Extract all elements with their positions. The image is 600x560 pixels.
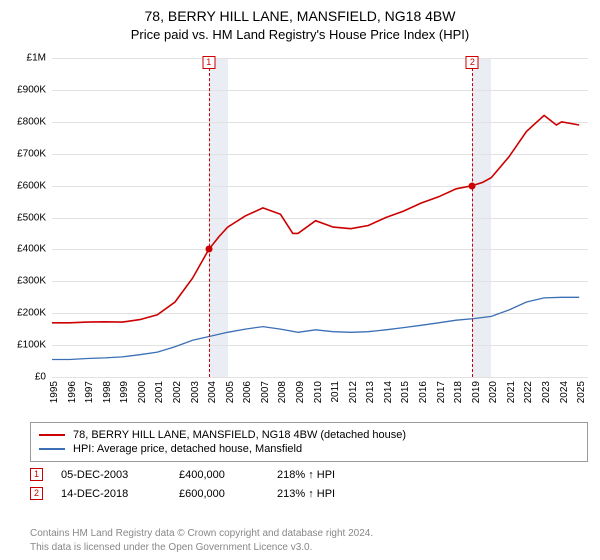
y-axis-label: £900K [17,84,52,95]
x-axis-label: 2022 [523,381,534,403]
footer-line: This data is licensed under the Open Gov… [30,541,588,555]
x-axis-label: 2015 [400,381,411,403]
footer-attribution: Contains HM Land Registry data © Crown c… [30,527,588,554]
y-axis-label: £400K [17,244,52,255]
page-title: 78, BERRY HILL LANE, MANSFIELD, NG18 4BW [10,8,590,24]
x-axis-label: 1998 [102,381,113,403]
event-table: 1 05-DEC-2003 £400,000 218% ↑ HPI 2 14-DEC-20… [30,465,588,503]
x-axis-label: 2016 [418,381,429,403]
y-axis-label: £500K [17,212,52,223]
price-chart: 12 £0£100K£200K£300K£400K£500K£600K£700K… [52,58,588,378]
x-axis-label: 1995 [49,381,60,403]
legend-label: HPI: Average price, detached house, Mans… [73,443,302,455]
x-axis-label: 2009 [295,381,306,403]
x-axis-label: 2000 [137,381,148,403]
event-marker-box: 1 [30,468,43,481]
series-property [52,115,579,322]
x-axis-label: 2024 [559,381,570,403]
x-axis-label: 1997 [84,381,95,403]
y-axis-label: £1M [27,53,52,64]
y-axis-label: £700K [17,148,52,159]
x-axis-label: 2017 [436,381,447,403]
event-delta: 213% ↑ HPI [277,488,335,500]
x-axis-label: 2003 [190,381,201,403]
event-row: 2 14-DEC-2018 £600,000 213% ↑ HPI [30,484,588,503]
y-axis-label: £300K [17,276,52,287]
x-axis-label: 2011 [330,381,341,403]
x-axis-label: 2025 [576,381,587,403]
x-axis-label: 2006 [242,381,253,403]
event-price: £400,000 [179,469,259,481]
x-axis-label: 2007 [260,381,271,403]
x-axis-label: 2023 [541,381,552,403]
page-subtitle: Price paid vs. HM Land Registry's House … [10,27,590,42]
x-axis-label: 2018 [453,381,464,403]
x-axis-label: 2020 [488,381,499,403]
x-axis-label: 2005 [225,381,236,403]
legend-item: HPI: Average price, detached house, Mans… [39,442,579,456]
y-axis-label: £100K [17,340,52,351]
gridline [52,377,588,378]
event-line [472,58,473,377]
data-point [469,182,476,189]
legend: 78, BERRY HILL LANE, MANSFIELD, NG18 4BW… [30,422,588,462]
x-axis-label: 2021 [506,381,517,403]
x-axis-label: 2019 [471,381,482,403]
event-line [209,58,210,377]
x-axis-label: 1999 [119,381,130,403]
event-marker: 2 [466,56,479,69]
x-axis-label: 2001 [154,381,165,403]
x-axis-label: 2012 [348,381,359,403]
event-date: 05-DEC-2003 [61,469,161,481]
event-date: 14-DEC-2018 [61,488,161,500]
series-hpi [52,297,579,359]
y-axis-label: £600K [17,180,52,191]
event-delta: 218% ↑ HPI [277,469,335,481]
x-axis-label: 2010 [313,381,324,403]
legend-swatch [39,448,65,450]
x-axis-label: 2008 [277,381,288,403]
x-axis-label: 2014 [383,381,394,403]
event-row: 1 05-DEC-2003 £400,000 218% ↑ HPI [30,465,588,484]
x-axis-label: 1996 [67,381,78,403]
x-axis-label: 2004 [207,381,218,403]
x-axis-label: 2013 [365,381,376,403]
footer-line: Contains HM Land Registry data © Crown c… [30,527,588,541]
data-point [205,246,212,253]
event-marker: 1 [202,56,215,69]
event-price: £600,000 [179,488,259,500]
y-axis-label: £200K [17,308,52,319]
y-axis-label: £800K [17,116,52,127]
legend-swatch [39,434,65,436]
x-axis-label: 2002 [172,381,183,403]
event-marker-box: 2 [30,487,43,500]
legend-item: 78, BERRY HILL LANE, MANSFIELD, NG18 4BW… [39,428,579,442]
legend-label: 78, BERRY HILL LANE, MANSFIELD, NG18 4BW… [73,429,406,441]
